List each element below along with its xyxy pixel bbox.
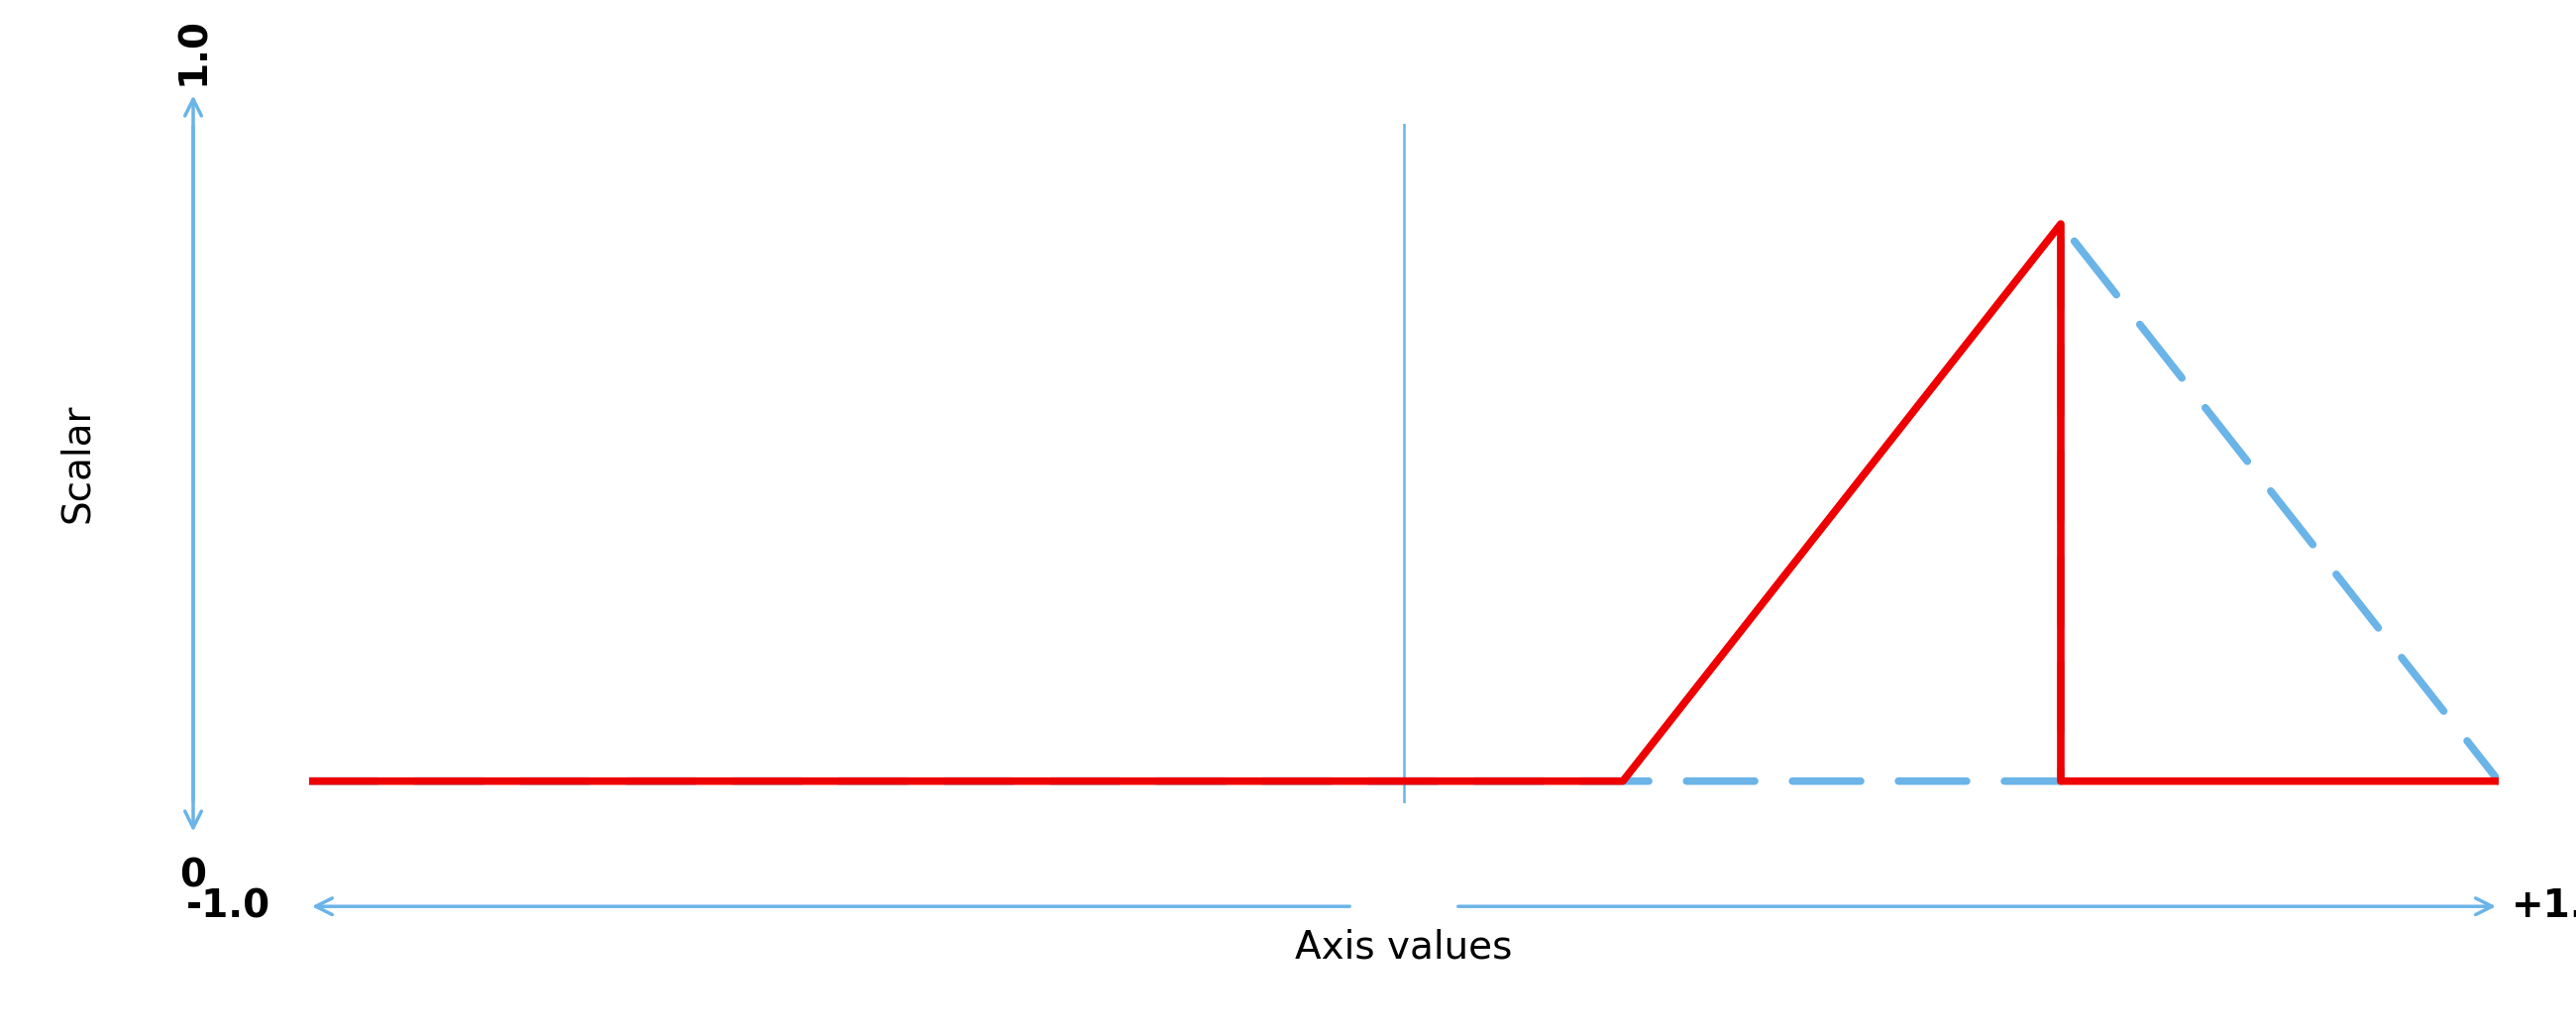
Text: 0: 0	[180, 857, 206, 894]
Text: Axis values: Axis values	[1296, 929, 1512, 966]
Text: 1.0: 1.0	[175, 18, 211, 85]
Text: +1.0: +1.0	[2512, 888, 2576, 925]
Text: -1.0: -1.0	[185, 888, 270, 925]
Text: Scalar: Scalar	[59, 404, 95, 523]
